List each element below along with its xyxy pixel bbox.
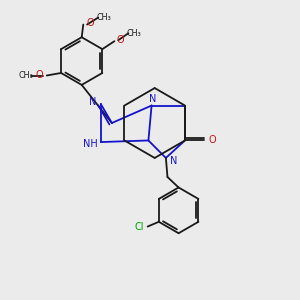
Text: O: O <box>36 70 44 80</box>
Text: CH₃: CH₃ <box>18 71 33 80</box>
Text: N: N <box>149 94 157 104</box>
Text: O: O <box>117 34 124 45</box>
Text: Cl: Cl <box>134 222 143 232</box>
Text: N: N <box>89 97 97 107</box>
Text: O: O <box>208 135 216 145</box>
Text: CH₃: CH₃ <box>127 29 142 38</box>
Text: CH₃: CH₃ <box>97 13 111 22</box>
Text: N: N <box>170 156 178 166</box>
Text: O: O <box>86 18 94 28</box>
Text: NH: NH <box>83 139 98 148</box>
